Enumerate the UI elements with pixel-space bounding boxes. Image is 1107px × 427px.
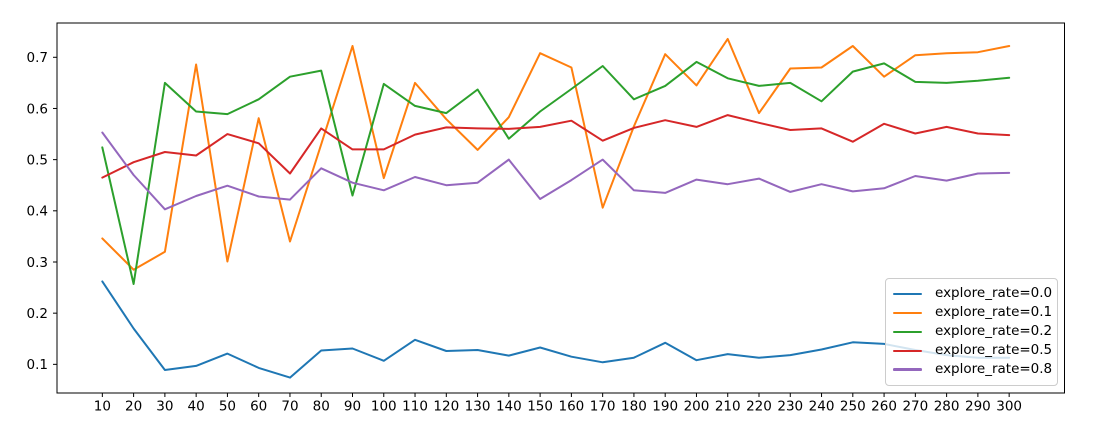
x-axis-tick-label: 10 [94,399,111,415]
legend-entry: explore_rate=0.1 [893,304,1053,321]
y-axis-tick-label: 0.1 [27,357,48,373]
x-axis-tick-label: 140 [496,399,522,415]
x-axis-tick-label: 180 [621,399,647,415]
x-axis-tick-label: 240 [809,399,835,415]
x-axis-tick-label: 250 [840,399,866,415]
x-axis-tick-label: 90 [344,399,361,415]
x-axis-tick-label: 80 [313,399,330,415]
x-axis-tick-label: 270 [902,399,928,415]
x-axis-tick-label: 280 [934,399,960,415]
x-axis-tick-label: 60 [250,399,267,415]
x-axis-tick-label: 300 [996,399,1022,415]
x-axis-tick-label: 220 [746,399,772,415]
x-axis-tick-label: 200 [684,399,710,415]
x-axis-tick-label: 170 [590,399,616,415]
legend-label: explore_rate=0.8 [935,361,1053,378]
legend-label: explore_rate=0.2 [935,323,1053,340]
x-axis-tick-label: 100 [371,399,397,415]
x-axis-tick-label: 160 [558,399,584,415]
x-axis-tick-label: 190 [652,399,678,415]
legend-label: explore_rate=0.1 [935,304,1053,321]
y-axis-tick-label: 0.3 [27,255,48,271]
x-axis-tick-label: 40 [188,399,205,415]
x-axis-tick-label: 110 [402,399,428,415]
x-axis-tick-label: 260 [871,399,897,415]
x-axis-tick-label: 230 [777,399,803,415]
x-axis-tick-label: 20 [125,399,142,415]
x-axis-tick-label: 130 [465,399,491,415]
axes-box [56,22,1065,394]
legend-line-swatch [893,330,922,334]
legend-entry: explore_rate=0.5 [893,342,1053,359]
legend: explore_rate=0.0 explore_rate=0.1 explore_… [885,278,1058,386]
legend-line-swatch [893,349,922,353]
y-axis-tick-label: 0.6 [27,101,48,117]
series-line-0 [101,280,1011,379]
x-axis-tick-label: 70 [281,399,298,415]
y-axis-tick-label: 0.7 [27,50,48,66]
legend-line-swatch [893,368,922,372]
y-axis-tick-label: 0.4 [27,204,48,220]
legend-label: explore_rate=0.5 [935,342,1053,359]
legend-label: explore_rate=0.0 [935,285,1053,302]
y-axis-tick-label: 0.2 [27,306,48,322]
series-line-3 [101,114,1011,179]
y-axis-tick-label: 0.5 [27,152,48,168]
x-axis-tick-label: 210 [715,399,741,415]
x-axis-tick-label: 50 [219,399,236,415]
legend-line-swatch [893,292,922,296]
legend-entry: explore_rate=0.8 [893,361,1053,378]
legend-entry: explore_rate=0.2 [893,323,1053,340]
series-line-1 [101,37,1011,271]
legend-line-swatch [893,311,922,315]
legend-entry: explore_rate=0.0 [893,285,1053,302]
x-axis-tick-label: 30 [156,399,173,415]
series-line-2 [101,60,1011,285]
x-axis-tick-label: 290 [965,399,991,415]
x-axis-tick-label: 150 [527,399,553,415]
x-axis-tick-label: 120 [433,399,459,415]
series-line-4 [101,131,1011,211]
